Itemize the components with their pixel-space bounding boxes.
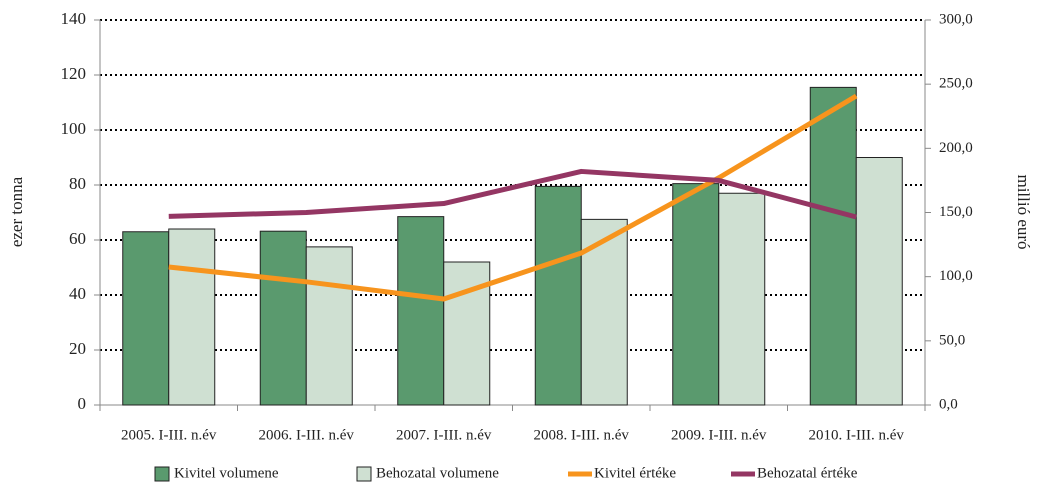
y2-tick-label: 200,0 — [939, 140, 973, 156]
x-tick-label: 2005. I-III. n.év — [121, 427, 217, 443]
y2-tick-label: 50,0 — [939, 332, 965, 348]
y2-tick-label: 100,0 — [939, 268, 973, 284]
legend-label: Kivitel volumene — [174, 465, 279, 481]
legend-swatch — [154, 466, 170, 482]
line — [168, 93, 858, 302]
y-tick-label: 40 — [69, 284, 86, 303]
y2-axis-label: millió euró — [1014, 174, 1033, 249]
line — [168, 168, 857, 220]
x-tick-label: 2007. I-III. n.év — [396, 427, 492, 443]
bar — [305, 246, 353, 406]
x-tick-label: 2008. I-III. n.év — [534, 427, 630, 443]
bar — [534, 185, 582, 406]
bar — [718, 192, 766, 406]
legend-label: Behozatal értéke — [757, 465, 858, 481]
x-tick-label: 2010. I-III. n.év — [809, 427, 905, 443]
bar — [855, 157, 903, 406]
x-tick-label: 2009. I-III. n.év — [671, 427, 767, 443]
legend-label: Behozatal volumene — [376, 465, 499, 481]
bar — [168, 228, 216, 406]
x-tick-label: 2006. I-III. n.év — [259, 427, 355, 443]
y-tick-label: 80 — [69, 174, 86, 193]
y-axis-label: ezer tonna — [7, 176, 26, 247]
y2-tick-label: 0,0 — [939, 396, 958, 412]
bar — [672, 183, 720, 406]
y-tick-label: 0 — [78, 394, 87, 413]
bar — [259, 230, 307, 406]
y2-tick-label: 250,0 — [939, 76, 973, 92]
y2-tick-label: 300,0 — [939, 11, 973, 27]
y-tick-label: 20 — [69, 339, 86, 358]
y-tick-label: 120 — [61, 64, 87, 83]
bar — [122, 231, 170, 406]
bar — [809, 86, 857, 406]
y-tick-label: 60 — [69, 229, 86, 248]
y-tick-label: 140 — [61, 9, 87, 28]
y-tick-label: 100 — [61, 119, 87, 138]
y2-tick-label: 150,0 — [939, 204, 973, 220]
legend-label: Kivitel értéke — [594, 465, 676, 481]
legend-swatch — [356, 466, 372, 482]
bar — [397, 216, 445, 406]
